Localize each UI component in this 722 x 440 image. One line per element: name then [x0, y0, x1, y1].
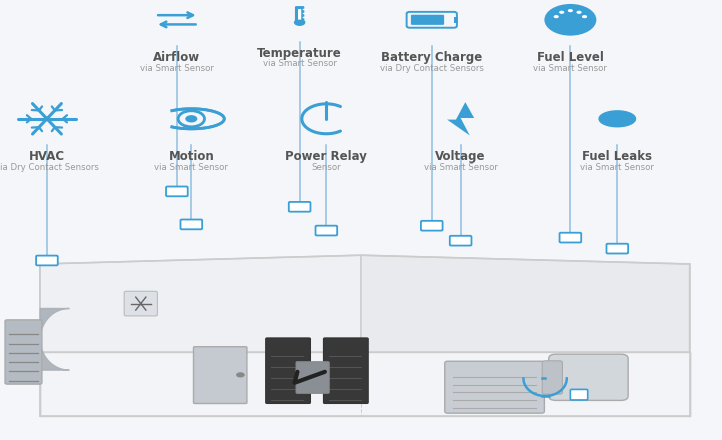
FancyBboxPatch shape	[549, 354, 628, 400]
Polygon shape	[40, 352, 690, 416]
Text: Motion: Motion	[168, 150, 214, 164]
Text: via Smart Sensor: via Smart Sensor	[424, 163, 497, 172]
FancyBboxPatch shape	[5, 320, 42, 384]
Text: Airflow: Airflow	[153, 51, 201, 65]
Circle shape	[554, 15, 559, 18]
FancyBboxPatch shape	[316, 226, 337, 235]
Circle shape	[43, 117, 51, 121]
FancyBboxPatch shape	[180, 220, 202, 229]
Text: Fuel Leaks: Fuel Leaks	[583, 150, 652, 164]
FancyBboxPatch shape	[124, 291, 157, 316]
Text: Fuel Level: Fuel Level	[537, 51, 604, 65]
FancyBboxPatch shape	[445, 361, 544, 413]
FancyBboxPatch shape	[542, 361, 562, 394]
FancyBboxPatch shape	[296, 362, 329, 393]
FancyBboxPatch shape	[295, 6, 304, 23]
Polygon shape	[447, 102, 474, 136]
FancyBboxPatch shape	[323, 338, 368, 403]
Circle shape	[559, 11, 565, 14]
Circle shape	[567, 9, 573, 12]
FancyBboxPatch shape	[570, 389, 588, 400]
FancyBboxPatch shape	[289, 202, 310, 212]
Circle shape	[236, 372, 245, 378]
Text: via Dry Contact Sensors: via Dry Contact Sensors	[0, 163, 99, 172]
FancyBboxPatch shape	[560, 233, 581, 242]
Polygon shape	[599, 111, 635, 127]
FancyBboxPatch shape	[298, 9, 301, 20]
Text: Sensor: Sensor	[311, 163, 342, 172]
FancyBboxPatch shape	[193, 347, 247, 403]
Text: Battery Charge: Battery Charge	[381, 51, 482, 65]
Polygon shape	[361, 255, 690, 352]
Circle shape	[186, 115, 197, 122]
FancyBboxPatch shape	[421, 221, 443, 231]
Circle shape	[544, 4, 596, 36]
FancyBboxPatch shape	[36, 256, 58, 265]
Text: Power Relay: Power Relay	[285, 150, 367, 164]
Bar	[454, 17, 458, 22]
Text: via Smart Sensor: via Smart Sensor	[534, 64, 607, 73]
FancyBboxPatch shape	[266, 338, 310, 403]
Circle shape	[294, 19, 305, 26]
Text: via Smart Sensor: via Smart Sensor	[263, 59, 336, 68]
FancyBboxPatch shape	[606, 244, 628, 253]
Polygon shape	[40, 255, 361, 352]
Text: HVAC: HVAC	[29, 150, 65, 164]
Circle shape	[582, 15, 587, 18]
Text: via Smart Sensor: via Smart Sensor	[155, 163, 228, 172]
FancyBboxPatch shape	[166, 187, 188, 196]
Text: Voltage: Voltage	[435, 150, 486, 164]
Text: via Dry Contact Sensors: via Dry Contact Sensors	[380, 64, 484, 73]
Text: via Smart Sensor: via Smart Sensor	[580, 163, 654, 172]
Circle shape	[576, 11, 582, 14]
Text: Temperature: Temperature	[257, 47, 342, 60]
Text: via Smart Sensor: via Smart Sensor	[140, 64, 214, 73]
FancyBboxPatch shape	[450, 236, 471, 246]
FancyBboxPatch shape	[411, 15, 444, 25]
